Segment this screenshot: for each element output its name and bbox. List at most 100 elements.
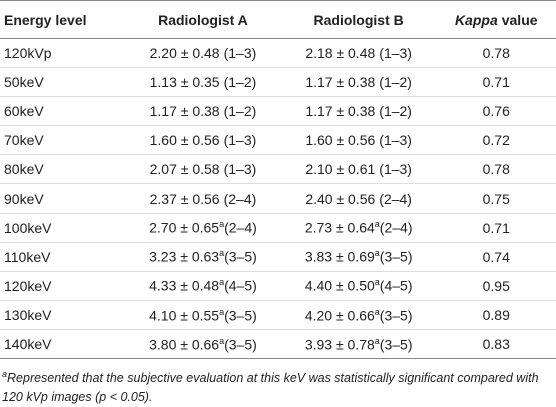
cell-value: 4.10 ± 0.55 — [149, 307, 219, 323]
cell-range: (1–3) — [379, 161, 412, 177]
cell-value: 1.13 ± 0.35 — [150, 74, 220, 90]
table-cell: 0.78 — [437, 155, 556, 184]
cell-range: (3–5) — [224, 307, 257, 323]
table-cell: 2.07 ± 0.58(1–3) — [125, 155, 281, 184]
table-cell: 3.93 ± 0.78a(3–5) — [281, 329, 437, 358]
table-cell: 70keV — [0, 126, 125, 155]
table-cell: 1.60 ± 0.56(1–3) — [125, 126, 281, 155]
cell-range: (1–2) — [224, 74, 257, 90]
table-cell: 1.17 ± 0.38(1–2) — [281, 97, 437, 126]
cell-range: (2–4) — [224, 191, 257, 207]
table-cell: 3.83 ± 0.69a(3–5) — [281, 242, 437, 271]
table-cell: 1.17 ± 0.38(1–2) — [281, 68, 437, 97]
table-cell: 0.78 — [437, 39, 556, 68]
cell-range: (1–2) — [224, 103, 257, 119]
table-cell: 50keV — [0, 68, 125, 97]
cell-value: 1.60 ± 0.56 — [305, 132, 375, 148]
header-text: Kappa — [455, 12, 498, 28]
table-cell: 3.80 ± 0.66a(3–5) — [125, 329, 281, 358]
cell-value: 1.60 ± 0.56 — [150, 132, 220, 148]
cell-value: 3.93 ± 0.78 — [305, 336, 375, 352]
table-cell: 60keV — [0, 97, 125, 126]
table-cell: 0.71 — [437, 68, 556, 97]
header-cell: Radiologist A — [125, 1, 281, 39]
footnote-text: Represented that the subjective evaluati… — [2, 371, 539, 404]
table-cell: 120keV — [0, 271, 125, 300]
cell-value: 1.17 ± 0.38 — [150, 103, 220, 119]
header-text: value — [502, 12, 538, 28]
cell-range: (1–3) — [379, 45, 412, 61]
cell-range: (1–3) — [224, 161, 257, 177]
table-cell: 0.95 — [437, 271, 556, 300]
cell-range: (3–5) — [224, 249, 257, 265]
cell-value: 3.23 ± 0.63 — [149, 249, 219, 265]
cell-value: 4.20 ± 0.66 — [305, 307, 375, 323]
table-cell: 80keV — [0, 155, 125, 184]
cell-value: 4.33 ± 0.48 — [149, 278, 219, 294]
cell-value: 2.20 ± 0.48 — [150, 45, 220, 61]
cell-value: 3.80 ± 0.66 — [149, 336, 219, 352]
table-cell: 90keV — [0, 184, 125, 213]
table-cell: 2.10 ± 0.61(1–3) — [281, 155, 437, 184]
table-cell: 2.37 ± 0.56(2–4) — [125, 184, 281, 213]
cell-value: 2.40 ± 0.56 — [305, 191, 375, 207]
cell-range: (1–2) — [379, 103, 412, 119]
table-cell: 4.40 ± 0.50a(4–5) — [281, 271, 437, 300]
cell-range: (3–5) — [380, 249, 413, 265]
table-cell: 0.76 — [437, 97, 556, 126]
cell-value: 1.17 ± 0.38 — [305, 74, 375, 90]
table-cell: 1.17 ± 0.38(1–2) — [125, 97, 281, 126]
table-cell: 0.89 — [437, 300, 556, 329]
cell-value: 4.40 ± 0.50 — [305, 278, 375, 294]
cell-value: 1.17 ± 0.38 — [305, 103, 375, 119]
cell-range: (1–3) — [224, 45, 257, 61]
table-cell: 1.13 ± 0.35(1–2) — [125, 68, 281, 97]
cell-value: 2.18 ± 0.48 — [305, 45, 375, 61]
cell-range: (2–4) — [379, 191, 412, 207]
cell-value: 2.10 ± 0.61 — [305, 161, 375, 177]
cell-value: 2.70 ± 0.65 — [149, 220, 219, 236]
table-cell: 100keV — [0, 213, 125, 242]
table-cell: 120kVp — [0, 39, 125, 68]
table-cell: 2.73 ± 0.64a(2–4) — [281, 213, 437, 242]
cell-value: 2.73 ± 0.64 — [305, 220, 375, 236]
table-cell: 0.74 — [437, 242, 556, 271]
table-cell: 2.70 ± 0.65a(2–4) — [125, 213, 281, 242]
table-cell: 2.20 ± 0.48(1–3) — [125, 39, 281, 68]
table-cell: 4.20 ± 0.66a(3–5) — [281, 300, 437, 329]
table-cell: 1.60 ± 0.56(1–3) — [281, 126, 437, 155]
cell-range: (3–5) — [380, 336, 413, 352]
table-cell: 0.71 — [437, 213, 556, 242]
cell-range: (2–4) — [224, 220, 257, 236]
table-cell: 4.10 ± 0.55a(3–5) — [125, 300, 281, 329]
cell-range: (1–2) — [379, 74, 412, 90]
table-cell: 2.18 ± 0.48(1–3) — [281, 39, 437, 68]
cell-value: 3.83 ± 0.69 — [305, 249, 375, 265]
cell-range: (4–5) — [380, 278, 413, 294]
cell-range: (3–5) — [380, 307, 413, 323]
table-cell: 110keV — [0, 242, 125, 271]
table-cell: 140keV — [0, 329, 125, 358]
cell-range: (1–3) — [379, 132, 412, 148]
cell-value: 2.07 ± 0.58 — [150, 161, 220, 177]
header-cell: Energy level — [0, 1, 125, 39]
table-cell: 0.72 — [437, 126, 556, 155]
table-cell: 130keV — [0, 300, 125, 329]
cell-range: (1–3) — [224, 132, 257, 148]
table-cell: 2.40 ± 0.56(2–4) — [281, 184, 437, 213]
table-cell: 4.33 ± 0.48a(4–5) — [125, 271, 281, 300]
